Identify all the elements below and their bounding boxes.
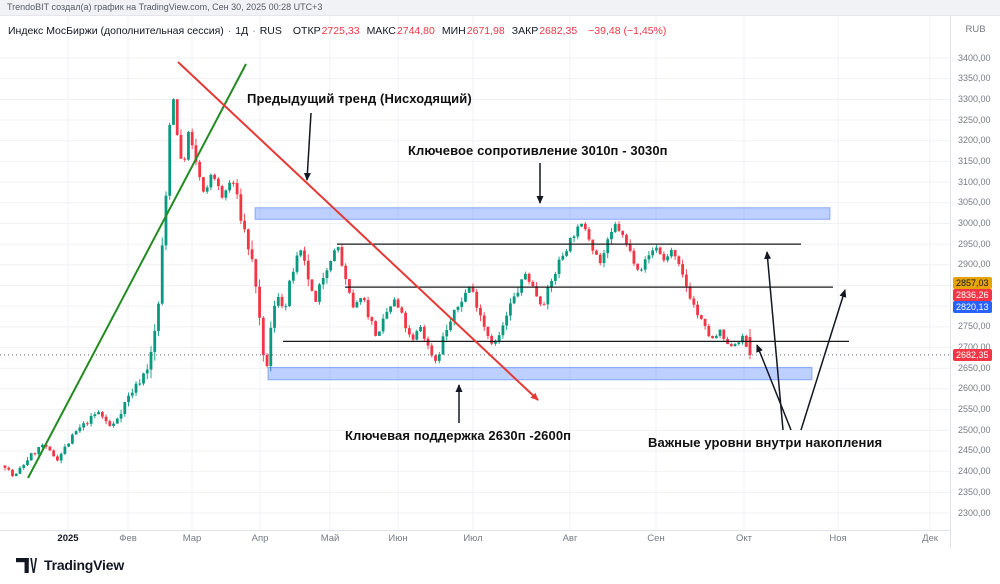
ohlc-label: МАКС xyxy=(366,25,396,37)
time-label-Май: Май xyxy=(320,533,340,544)
price-tick: 2650,00 xyxy=(958,362,991,373)
time-label-2025: 2025 xyxy=(57,533,79,544)
footer-bar: TradingView xyxy=(0,548,1000,584)
price-label-2836,26: 2836,26 xyxy=(953,288,992,301)
price-tick: 3050,00 xyxy=(958,197,991,208)
candles xyxy=(3,98,752,478)
price-tick: 2900,00 xyxy=(958,259,991,270)
price-tick: 2950,00 xyxy=(958,238,991,249)
exchange-label[interactable]: RUS xyxy=(259,25,282,37)
price-tick: 3300,00 xyxy=(958,93,991,104)
ohlc-value: 2671,98 xyxy=(466,25,505,37)
chart-region: Индекс МосБиржи (дополнительная сессия) … xyxy=(0,16,1000,548)
ohlc-value: 2682,35 xyxy=(539,25,578,37)
price-tick: 2350,00 xyxy=(958,486,991,497)
time-label-Фев: Фев xyxy=(119,533,137,544)
tradingview-logo[interactable]: TradingView xyxy=(16,557,124,573)
price-axis[interactable]: RUB 2300,00 2350,00 2400,00 2450,00 2500,00 2… xyxy=(950,16,1000,548)
price-tick: 2600,00 xyxy=(958,383,991,394)
price-tick: 3150,00 xyxy=(958,155,991,166)
change-value: −39,48 (−1,45%) xyxy=(588,25,667,37)
price-tick: 3250,00 xyxy=(958,114,991,125)
separator-dot: · xyxy=(227,25,232,37)
ohlc-label: ОТКР xyxy=(292,25,321,37)
annotation-arrow-5 xyxy=(756,344,792,431)
ohlc-value: 2744,80 xyxy=(396,25,435,37)
price-chart[interactable]: Индекс МосБиржи (дополнительная сессия) … xyxy=(0,16,950,530)
time-label-Июн: Июн xyxy=(388,533,408,544)
grid xyxy=(0,16,950,530)
price-tick: 3000,00 xyxy=(958,217,991,228)
time-axis[interactable]: 2025 Фев Мар Апр Май Июн Июл Авг Сен Окт Ноя Дек xyxy=(0,530,950,548)
symbol-legend[interactable]: Индекс МосБиржи (дополнительная сессия) … xyxy=(8,25,666,37)
time-label-Сен: Сен xyxy=(647,533,665,544)
price-label-2857,03: 2857,03 xyxy=(953,276,992,289)
annotation-key-resistance[interactable]: Ключевое сопротивление 3010п - 3030п xyxy=(408,143,668,158)
ohlc-value: 2725,33 xyxy=(321,25,360,37)
interval-label[interactable]: 1Д xyxy=(235,25,249,37)
price-tick: 3350,00 xyxy=(958,73,991,84)
price-tick: 3100,00 xyxy=(958,176,991,187)
annotation-arrow-0 xyxy=(303,112,312,181)
time-label-Апр: Апр xyxy=(251,533,269,544)
price-tick: 2750,00 xyxy=(958,321,991,332)
tradingview-logo-icon xyxy=(16,557,37,573)
currency-label[interactable]: RUB xyxy=(965,24,986,35)
annotation-arrow-4 xyxy=(800,289,847,431)
attribution-text: TrendoBIT создал(а) график на TradingVie… xyxy=(7,2,323,12)
price-tick: 3200,00 xyxy=(958,135,991,146)
price-tick: 2700,00 xyxy=(958,342,991,353)
annotation-arrow-3 xyxy=(764,251,784,431)
price-tick: 2500,00 xyxy=(958,424,991,435)
time-label-Мар: Мар xyxy=(182,533,202,544)
ohlc-label: ЗАКР xyxy=(511,25,539,37)
attribution-bar: TrendoBIT создал(а) график на TradingVie… xyxy=(0,0,1000,16)
zone-resistance[interactable] xyxy=(254,207,831,220)
price-tick: 3400,00 xyxy=(958,52,991,63)
time-label-Окт: Окт xyxy=(735,533,753,544)
ohlc-readout: ОТКР2725,33 МАКС2744,80 МИН2671,98 ЗАКР2682… xyxy=(286,25,577,37)
separator-dot: · xyxy=(252,25,256,37)
price-label-2682,35: 2682,35 xyxy=(953,348,992,361)
chart-canvas[interactable] xyxy=(0,16,950,530)
price-tick: 2550,00 xyxy=(958,404,991,415)
price-tick: 2450,00 xyxy=(958,445,991,456)
downtrend-line[interactable] xyxy=(177,61,539,401)
price-tick: 2400,00 xyxy=(958,466,991,477)
tradingview-wordmark: TradingView xyxy=(44,557,125,573)
annotation-inner-levels[interactable]: Важные уровни внутри накопления xyxy=(648,435,883,450)
symbol-name[interactable]: Индекс МосБиржи (дополнительная сессия) xyxy=(8,25,224,37)
price-tick: 2300,00 xyxy=(958,507,991,518)
annotation-key-support[interactable]: Ключевая поддержка 2630п -2600п xyxy=(345,428,572,443)
ohlc-label: МИН xyxy=(441,25,466,37)
time-label-Ноя: Ноя xyxy=(829,533,847,544)
price-label-2820,13: 2820,13 xyxy=(953,300,992,313)
uptrend-line[interactable] xyxy=(27,63,247,479)
zone-support[interactable] xyxy=(267,366,813,381)
time-label-Авг: Авг xyxy=(562,533,578,544)
time-label-Дек: Дек xyxy=(922,533,938,544)
annotation-previous-trend[interactable]: Предыдущий тренд (Нисходящий) xyxy=(247,91,472,106)
time-label-Июл: Июл xyxy=(463,533,483,544)
